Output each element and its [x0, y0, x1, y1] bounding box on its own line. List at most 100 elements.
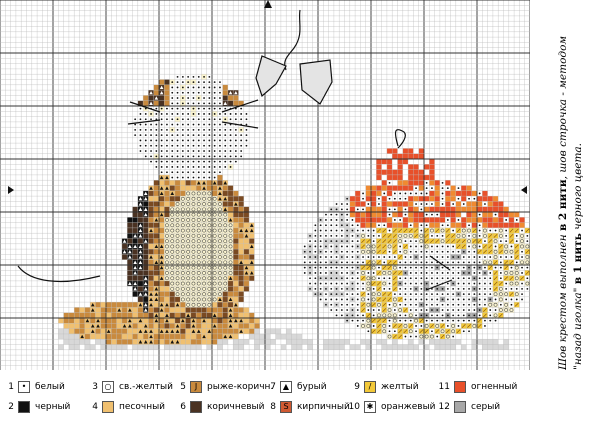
stitch-cell — [169, 243, 175, 250]
stitch-cell — [408, 169, 414, 175]
stitch-cell — [206, 254, 212, 260]
stitch-cell — [116, 318, 122, 324]
stitch-symbol — [191, 239, 196, 244]
stitch-cell — [190, 344, 197, 350]
stitch-symbol — [473, 319, 476, 322]
stitch-symbol — [430, 324, 434, 328]
stitch-symbol — [197, 91, 200, 94]
stitch-cell — [365, 212, 371, 218]
stitch-symbol — [415, 309, 417, 311]
stitch-cell — [238, 344, 244, 350]
stitch-symbol — [484, 277, 486, 280]
stitch-symbol — [213, 144, 216, 147]
stitch-symbol — [319, 272, 322, 274]
stitch-cell — [233, 243, 239, 250]
stitch-symbol — [340, 261, 343, 264]
stitch-cell — [180, 302, 186, 308]
legend-label: черный — [35, 402, 71, 412]
stitch-cell — [190, 217, 197, 223]
stitch-symbol — [143, 276, 148, 280]
stitch-cell — [222, 328, 228, 334]
stitch-cell — [333, 344, 340, 350]
stitch-cell — [206, 270, 212, 276]
stitch-symbol — [425, 298, 428, 301]
stitch-symbol — [212, 324, 217, 328]
stitch-symbol — [187, 75, 190, 78]
stitch-symbol — [457, 197, 460, 200]
stitch-cell — [397, 212, 403, 218]
stitch-symbol — [166, 123, 168, 126]
stitch-symbol — [361, 292, 365, 297]
stitch-cell — [190, 333, 197, 340]
stitch-cell — [90, 333, 96, 340]
center-marker-right — [521, 186, 527, 194]
stitch-symbol — [203, 134, 205, 137]
stitch-symbol — [176, 97, 179, 99]
stitch-symbol — [415, 277, 417, 280]
stitch-symbol — [404, 319, 407, 322]
stitch-symbol — [484, 272, 486, 274]
stitch-cell — [222, 185, 228, 191]
stitch-cell — [259, 333, 265, 340]
stitch-symbol — [191, 244, 196, 249]
stitch-cell — [238, 222, 244, 228]
stitch-symbol — [356, 256, 359, 258]
stitch-symbol — [139, 128, 142, 131]
stitch-symbol — [382, 244, 387, 249]
stitch-cell — [503, 222, 509, 228]
stitch-cell — [159, 233, 165, 239]
stitch-cell — [164, 95, 170, 101]
stitch-cell — [386, 190, 393, 197]
stitch-symbol — [245, 128, 248, 131]
stitch-symbol — [187, 128, 190, 131]
stitch-cell — [386, 159, 393, 165]
stitch-cell — [159, 79, 165, 85]
stitch-symbol — [371, 329, 376, 334]
stitch-cell — [190, 238, 197, 244]
stitch-symbol — [234, 90, 238, 95]
stitch-symbol — [192, 75, 195, 78]
stitch-symbol — [468, 287, 470, 290]
stitch-symbol — [325, 213, 327, 216]
stitch-symbol — [484, 287, 486, 290]
stitch-symbol — [462, 272, 465, 274]
stitch-symbol — [473, 298, 476, 301]
stitch-symbol — [139, 134, 142, 137]
stitch-symbol — [456, 233, 461, 238]
stitch-cell — [201, 212, 207, 218]
stitch-cell — [249, 312, 255, 318]
stitch-cell — [280, 344, 287, 350]
stitch-cell — [148, 259, 154, 265]
stitch-symbol — [383, 192, 386, 195]
legend-label: белый — [35, 382, 65, 392]
stitch-cell — [95, 333, 101, 340]
stitch-symbol — [191, 318, 196, 323]
stitch-symbol — [170, 207, 175, 212]
stitch-symbol — [361, 297, 365, 302]
stitch-symbol — [319, 219, 322, 221]
stitch-symbol — [150, 128, 152, 131]
stitch-cell — [371, 201, 377, 207]
stitch-cell — [397, 233, 403, 239]
stitch-symbol — [399, 303, 402, 306]
stitch-cell — [434, 339, 440, 345]
stitch-cell — [164, 196, 170, 202]
stitch-symbol — [382, 281, 387, 286]
stitch-cell — [164, 217, 170, 223]
stitch-cell — [381, 180, 387, 186]
stitch-cell — [180, 254, 186, 260]
stitch-symbol — [234, 107, 237, 110]
stitch-cell — [196, 318, 202, 324]
stitch-symbol — [362, 229, 364, 232]
stitch-symbol — [382, 239, 387, 244]
stitch-symbol — [180, 271, 185, 275]
stitch-cell — [159, 333, 165, 340]
stitch-symbol — [472, 233, 477, 238]
stitch-cell — [217, 280, 223, 287]
stitch-symbol — [452, 250, 455, 253]
stitch-symbol — [228, 276, 233, 280]
stitch-symbol — [489, 282, 492, 285]
stitch-symbol — [228, 249, 233, 254]
stitch-symbol — [415, 330, 417, 333]
stitch-cell — [466, 201, 472, 207]
